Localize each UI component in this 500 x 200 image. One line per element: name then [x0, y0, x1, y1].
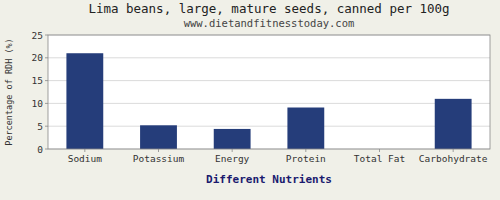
chart-container: Lima beans, large, mature seeds, canned … — [0, 0, 500, 200]
y-tick — [45, 35, 48, 36]
bars — [66, 53, 471, 149]
background — [0, 0, 500, 200]
x-tick-label: Sodium — [68, 153, 103, 164]
x-tick — [379, 149, 380, 152]
grid-line — [48, 126, 490, 127]
title: Lima beans, large, mature seeds, canned … — [88, 1, 449, 16]
x-tick-label: Potassium — [133, 153, 185, 164]
x-tick-label: Carbohydrate — [419, 153, 488, 164]
bar — [214, 129, 251, 149]
grid-line — [48, 57, 490, 58]
y-tick-label: 25 — [32, 30, 43, 41]
y-axis-label: Percentage of RDH (%) — [4, 38, 14, 145]
subtitle: www.dietandfitnesstoday.com — [184, 17, 355, 29]
y-tick-label: 15 — [32, 75, 43, 86]
grid — [48, 35, 490, 149]
x-axis-label: Different Nutrients — [206, 173, 332, 186]
bar — [435, 99, 472, 149]
grid-line — [48, 103, 490, 104]
y-tick — [45, 80, 48, 81]
plot-frame — [48, 35, 490, 149]
plot-background — [48, 35, 490, 149]
y-tick-label: 0 — [37, 144, 43, 155]
y-tick-label: 20 — [32, 52, 44, 63]
y-tick — [45, 57, 48, 58]
bar — [287, 108, 324, 149]
bar — [66, 53, 103, 149]
x-tick — [158, 149, 159, 152]
grid-line — [48, 80, 490, 81]
x-tick — [305, 149, 306, 152]
y-tick-label: 10 — [32, 98, 44, 109]
y-tick-label: 5 — [37, 121, 43, 132]
x-tick-label: Protein — [286, 153, 326, 164]
y-tick — [45, 103, 48, 104]
x-tick — [232, 149, 233, 152]
bar — [140, 125, 177, 149]
x-tick-label: Total Fat — [354, 153, 405, 164]
x-tick — [84, 149, 85, 152]
x-tick — [453, 149, 454, 152]
y-tick — [45, 149, 48, 150]
chart: Lima beans, large, mature seeds, canned … — [0, 0, 500, 200]
x-tick-label: Energy — [215, 153, 250, 164]
y-tick — [45, 126, 48, 127]
